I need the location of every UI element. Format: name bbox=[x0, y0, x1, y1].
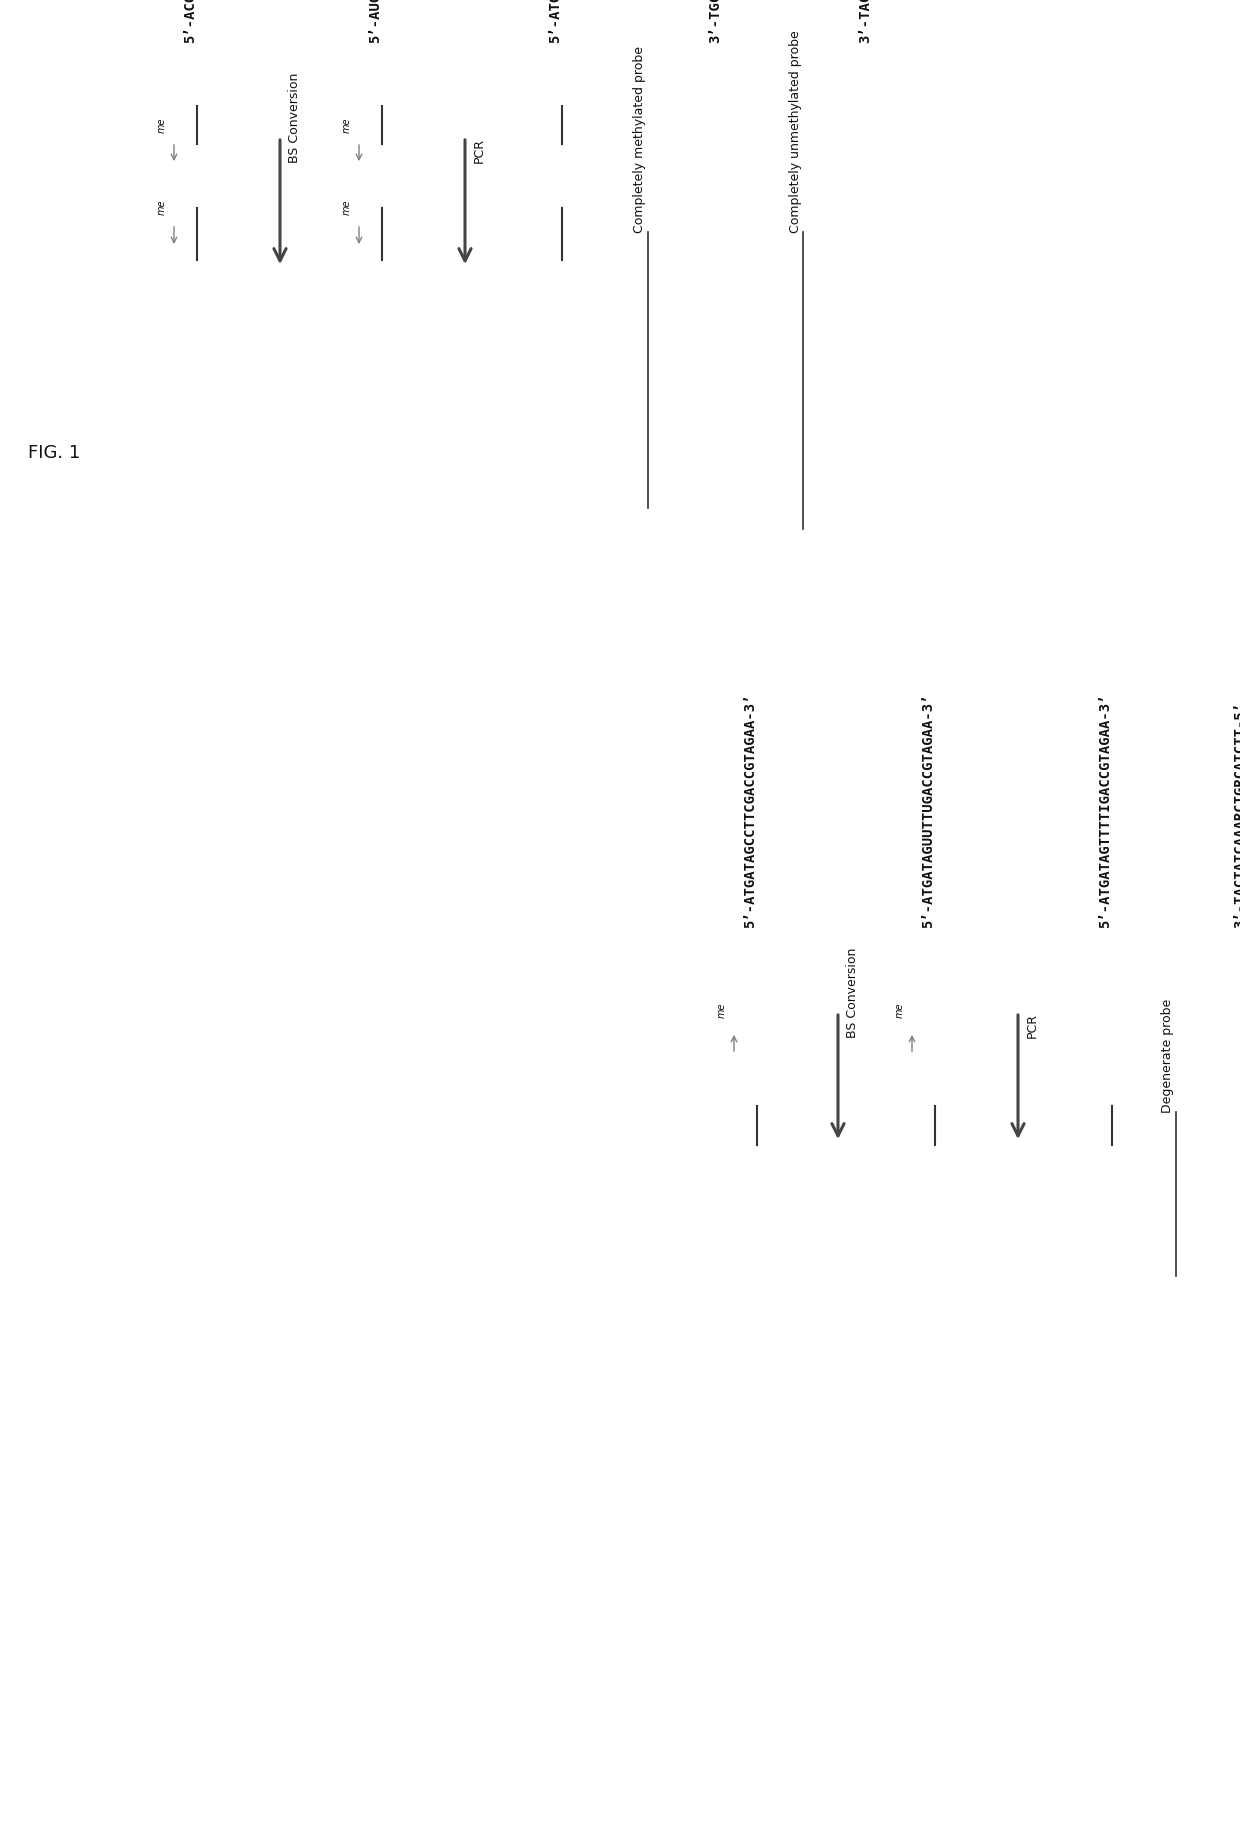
Text: me: me bbox=[342, 200, 352, 214]
Text: 3’-TACTATCAAARCTGRCATCTT-5’: 3’-TACTATCAAARCTGRCATCTT-5’ bbox=[1233, 702, 1240, 927]
Text: Completely methylated probe: Completely methylated probe bbox=[634, 46, 646, 233]
Text: 3’-TACTACAAAACTACAACTT-5’: 3’-TACTACAAAACTACAACTT-5’ bbox=[858, 0, 872, 42]
Text: Degenerate probe: Degenerate probe bbox=[1162, 998, 1174, 1112]
Text: 5’-ATGATAGCCTTCGACCGTAGAA-3’: 5’-ATGATAGCCTTCGACCGTAGAA-3’ bbox=[743, 692, 756, 927]
Text: me: me bbox=[342, 117, 352, 134]
Text: me: me bbox=[717, 1002, 727, 1017]
Text: me: me bbox=[157, 117, 167, 134]
Text: PCR: PCR bbox=[472, 137, 486, 163]
Text: Completely unmethylated probe: Completely unmethylated probe bbox=[789, 31, 801, 233]
Text: me: me bbox=[895, 1002, 905, 1017]
Text: BS Conversion: BS Conversion bbox=[288, 73, 300, 163]
Text: 5’-ACGATCGCCTTCGACCGTCGAA-3’: 5’-ACGATCGCCTTCGACCGTCGAA-3’ bbox=[184, 0, 197, 42]
Text: 5’-ATGATAGTTTTIGACCGTAGAA-3’: 5’-ATGATAGTTTTIGACCGTAGAA-3’ bbox=[1097, 692, 1112, 927]
Text: FIG. 1: FIG. 1 bbox=[29, 443, 81, 462]
Text: 5’-ATGATAGUUTTUGACCGTAGAA-3’: 5’-ATGATAGUUTTUGACCGTAGAA-3’ bbox=[921, 692, 935, 927]
Text: 3’-TGCTAGCAAAAGCTAGCAGCTT-5’: 3’-TGCTAGCAAAAGCTAGCAGCTT-5’ bbox=[708, 0, 722, 42]
Text: BS Conversion: BS Conversion bbox=[846, 947, 858, 1037]
Text: me: me bbox=[157, 200, 167, 214]
Text: PCR: PCR bbox=[1025, 1013, 1039, 1037]
Text: 5’-AUGATUGUUTTCGAUCGTUGAA-3’: 5’-AUGATUGUUTTCGAUCGTUGAA-3’ bbox=[368, 0, 382, 42]
Text: 5’-ATGATTGTTTTTCGATCGTTGAA-3’: 5’-ATGATTGTTTTTCGATCGTTGAA-3’ bbox=[548, 0, 562, 42]
